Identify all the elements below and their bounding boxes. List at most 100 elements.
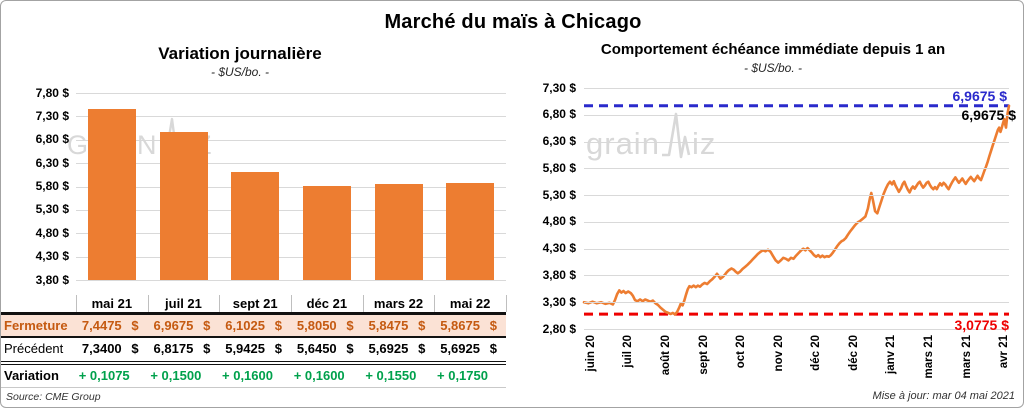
cell-value: + 0,1500	[150, 367, 202, 383]
cell-unit: $	[203, 341, 211, 356]
table-column-header: déc 21	[306, 296, 348, 311]
cell-value: 5,6925	[440, 341, 480, 356]
gridline	[584, 329, 1009, 330]
table-cell: 7,4475 $	[76, 315, 148, 337]
row-label: Fermeture	[4, 317, 68, 333]
cell-value: 7,3400	[81, 341, 122, 356]
gridline	[76, 233, 506, 235]
line-chart-subtitle: - $US/bo. -	[743, 61, 803, 75]
table-column-header: mai 21	[91, 296, 133, 311]
table-cell: + 0,1600	[219, 365, 291, 386]
axis-tick	[362, 295, 364, 312]
bar-chart-subtitle: - $US/bo. -	[210, 65, 270, 79]
table-column-header: juil 21	[165, 296, 202, 311]
cell-unit: $	[131, 317, 139, 333]
cell-unit: $	[203, 317, 211, 333]
cell-unit: $	[346, 317, 354, 333]
bar-déc 21	[302, 186, 351, 280]
cell-unit: $	[489, 341, 497, 356]
cell-value: + 0,1550	[365, 367, 417, 383]
table-column-header: sept 21	[232, 296, 278, 311]
x-tick-label: déc 20	[810, 335, 823, 371]
bar-sept 21	[231, 172, 280, 280]
y-tick-label: 6,80 $	[542, 107, 576, 122]
cell-value: 5,8050	[296, 317, 337, 333]
watermark-text: grain	[586, 126, 660, 161]
gridline	[584, 141, 1009, 143]
y-tick-label: 6,30 $	[542, 134, 576, 149]
x-tick-label: mars 21	[960, 335, 973, 379]
y-tick-label: 4,30 $	[542, 241, 576, 256]
y-tick-label: 7,30 $	[542, 80, 576, 95]
y-tick-label: 7,30 $	[35, 108, 69, 123]
x-tick-label: nov 20	[772, 335, 785, 372]
cell-value: 5,8675	[440, 317, 480, 333]
gridline	[76, 256, 506, 258]
table-cell: 5,6925 $	[363, 338, 435, 360]
update-note: Mise à jour: mar 04 mai 2021	[872, 390, 1015, 402]
axis-tick	[147, 295, 149, 312]
table-rule	[1, 336, 506, 338]
row-label: Variation	[4, 367, 59, 383]
table-row-precedent: Précédent 7,3400 $6,8175 $5,9425 $5,6450 $5,6…	[1, 338, 506, 360]
min-value-label: 3,0775 $	[954, 317, 1010, 333]
price-line-chart	[582, 104, 1011, 316]
cell-unit: $	[489, 317, 497, 333]
cell-unit: $	[131, 341, 139, 356]
table-cell: 6,9675 $	[148, 315, 220, 337]
y-tick-label: 5,80 $	[35, 179, 69, 193]
table-cell: 5,8475 $	[363, 315, 435, 337]
table-cell: 5,6925 $	[434, 338, 506, 360]
table-cell: 5,9425 $	[219, 338, 291, 360]
axis-tick	[291, 295, 292, 312]
gridline	[584, 88, 1009, 89]
axis-tick	[434, 295, 436, 312]
gridline	[76, 116, 506, 118]
table-cell: + 0,1600	[291, 365, 363, 386]
grainwiz-watermark: grain iz	[586, 107, 716, 159]
x-tick-label: avr 21	[998, 335, 1011, 369]
table-row-fermeture: Fermeture 7,4475 $6,9675 $6,1025 $ 5,8050 $5,8…	[1, 314, 506, 337]
gridline	[584, 275, 1009, 277]
y-tick-label: 5,30 $	[35, 202, 69, 217]
table-rule-thick	[1, 312, 506, 315]
gridline	[76, 186, 506, 188]
table-row-variation: Variation + 0,1075 + 0,1500 + 0,1600 + 0,160…	[1, 365, 506, 386]
x-tick-label: janv 21	[885, 335, 898, 374]
grainwiz-spike-icon	[661, 112, 691, 159]
max-value-label: 6,9675 $	[952, 88, 1008, 104]
gridline	[584, 195, 1009, 197]
gridline	[76, 93, 506, 94]
bar-mars 22	[374, 184, 423, 280]
cell-value: + 0,1600	[222, 367, 273, 383]
table-cell: + 0,1750	[434, 365, 506, 386]
y-tick-label: 6,30 $	[35, 155, 69, 170]
x-tick-label: sept 20	[697, 335, 710, 375]
y-tick-label: 5,80 $	[542, 160, 576, 175]
x-tick-label: oct 20	[735, 335, 748, 369]
table-cell: 7,3400 $	[76, 338, 148, 360]
gridline	[584, 114, 1009, 116]
table-column-header: mai 22	[449, 296, 491, 311]
y-tick-label: 5,30 $	[542, 187, 576, 202]
cell-unit: $	[418, 341, 426, 356]
table-column-header: mars 22	[373, 296, 424, 311]
cell-unit: $	[418, 317, 426, 333]
cell-unit: $	[274, 317, 282, 333]
table-rule-thin	[1, 386, 506, 388]
bar-chart-title: Variation journalière	[158, 44, 322, 63]
page-title: Marché du maïs à Chicago	[384, 11, 642, 33]
x-tick-label: août 20	[659, 335, 672, 376]
x-tick-label: juil 20	[622, 335, 635, 368]
gridline	[584, 302, 1009, 304]
table-cell: + 0,1500	[148, 365, 220, 386]
table-cell: 5,8675 $	[434, 315, 506, 337]
cell-value: 7,4475	[81, 317, 122, 333]
y-tick-label: 6,80 $	[35, 132, 69, 147]
table-cell: 6,1025 $	[219, 315, 291, 337]
axis-tick	[76, 295, 77, 312]
x-tick-label: juin 20	[584, 335, 597, 372]
cell-value: 6,8175	[153, 341, 194, 356]
cell-unit: $	[274, 341, 282, 356]
axis-tick	[219, 295, 221, 312]
